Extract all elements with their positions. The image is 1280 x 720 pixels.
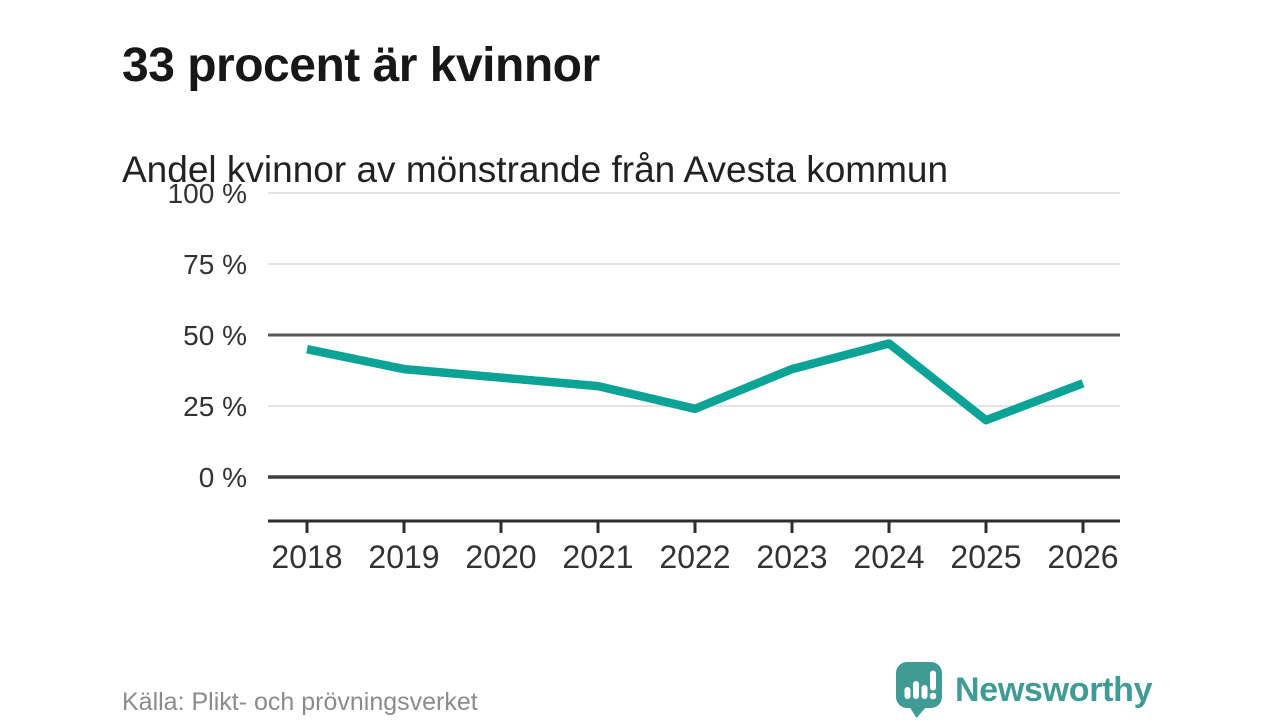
- bar-chart-glyph: [904, 680, 928, 699]
- chart-subtitle: Andel kvinnor av mönstrande från Avesta …: [122, 148, 949, 190]
- x-axis-tick-label: 2022: [659, 539, 730, 575]
- chart-title: 33 procent är kvinnor: [122, 39, 600, 93]
- data-series-line: [306, 339, 1085, 425]
- x-axis-tick-label: 2025: [950, 539, 1021, 575]
- source-caption: Källa: Plikt- och prövningsverket: [122, 688, 478, 716]
- x-axis-tick-label: 2023: [756, 539, 827, 575]
- newsworthy-speech-bubble-bar-chart-icon: [896, 661, 942, 718]
- exclamation-glyph: [929, 670, 937, 699]
- x-axis-tick-label: 2026: [1047, 539, 1118, 575]
- x-axis-tick-label: 2024: [853, 539, 924, 575]
- y-axis-tick-label: 75 %: [183, 249, 247, 280]
- x-axis-tick-label: 2019: [368, 539, 439, 575]
- x-axis-tick-label: 2021: [562, 539, 633, 575]
- y-axis-tick-label: 100 %: [168, 178, 247, 209]
- brand-name: Newsworthy: [955, 670, 1153, 709]
- x-axis-tick-label: 2018: [271, 539, 342, 575]
- y-axis-tick-label: 50 %: [183, 320, 247, 351]
- newsworthy-logo: Newsworthy: [896, 661, 1153, 719]
- y-axis-tick-label: 25 %: [183, 391, 247, 422]
- x-axis-tick-label: 2020: [465, 539, 536, 575]
- line-chart: 0 % 25 % 50 % 75 % 100 % 2018 2019 2020 2021 2022…: [168, 178, 1120, 575]
- y-axis-tick-label: 0 %: [199, 462, 247, 493]
